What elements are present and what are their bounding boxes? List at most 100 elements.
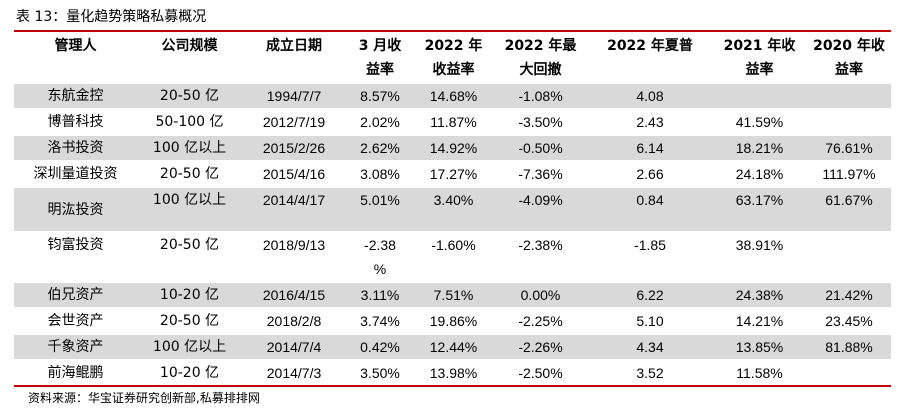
cell-sharpe-2022: 6.22 [588, 281, 712, 308]
header-march-return: 3 月收 益率 [358, 38, 402, 78]
cell-return-2021 [712, 82, 807, 109]
cell-return-2022: 19.86% [414, 307, 493, 334]
cell-drawdown-2022: 0.00% [493, 281, 588, 308]
cell-return-2022: 17.27% [414, 160, 493, 187]
cell-sharpe-2022: 2.66 [588, 160, 712, 187]
cell-founded: 2016/4/15 [242, 281, 346, 308]
cell-founded: 2018/2/8 [242, 307, 346, 334]
table-row: 前海鲲鹏 10-20 亿 2014/7/3 3.50% 13.98% -2.50% 3.52… [14, 359, 891, 385]
table-row: 深圳量道投资 20-50 亿 2015/4/16 3.08% 17.27% -7.36% 2… [14, 160, 891, 187]
cell-march-return: 3.11% [346, 281, 414, 308]
cell-founded: 2018/9/13 [242, 231, 346, 282]
cell-scale: 100 亿以上 [137, 333, 242, 360]
header-manager: 管理人 [54, 38, 97, 54]
cell-drawdown-2022: -2.25% [493, 307, 588, 334]
cell-scale: 100 亿以上 [137, 134, 242, 161]
cell-return-2020: 21.42% [807, 281, 891, 308]
cell-founded: 2014/7/4 [242, 333, 346, 360]
cell-drawdown-2022: -2.26% [493, 333, 588, 360]
header-2022-sharpe: 2022 年夏普 [607, 38, 693, 54]
cell-return-2021: 38.91% [712, 231, 807, 282]
cell-return-2021: 24.38% [712, 281, 807, 308]
cell-scale: 20-50 亿 [137, 82, 242, 109]
cell-scale: 20-50 亿 [137, 307, 242, 334]
cell-return-2022: 12.44% [414, 333, 493, 360]
cell-manager: 明汯投资 [14, 186, 137, 232]
cell-return-2022: 14.68% [414, 82, 493, 109]
cell-return-2021: 18.21% [712, 134, 807, 161]
cell-march-return: 2.02% [346, 108, 414, 135]
cell-march-return: 2.62% [346, 134, 414, 161]
cell-manager: 伯兄资产 [14, 281, 137, 308]
cell-return-2020: 81.88% [807, 333, 891, 360]
cell-scale: 50-100 亿 [137, 108, 242, 135]
cell-sharpe-2022: 5.10 [588, 307, 712, 334]
source-note: 资料来源：华宝证券研究创新部,私募排排网 [28, 391, 260, 405]
cell-return-2022: -1.60% [414, 231, 493, 282]
cell-return-2021: 41.59% [712, 108, 807, 135]
cell-manager: 洛书投资 [14, 134, 137, 161]
cell-founded: 2014/4/17 [242, 186, 346, 232]
cell-march-return: 3.50% [346, 359, 414, 385]
cell-return-2022: 13.98% [414, 359, 493, 385]
table-row: 明汯投资 100 亿以上 2014/4/17 5.01% 3.40% -4.09% 0.84… [14, 186, 891, 232]
cell-sharpe-2022: 0.84 [588, 186, 712, 232]
cell-return-2020 [807, 231, 891, 282]
cell-drawdown-2022: -2.50% [493, 359, 588, 385]
cell-return-2022: 3.40% [414, 186, 493, 232]
table-row: 伯兄资产 10-20 亿 2016/4/15 3.11% 7.51% 0.00% 6.22 2… [14, 281, 891, 308]
top-rule [14, 30, 891, 32]
cell-manager: 深圳量道投资 [14, 160, 137, 187]
cell-drawdown-2022: -0.50% [493, 134, 588, 161]
cell-sharpe-2022: -1.85 [588, 231, 712, 282]
cell-march-return: 5.01% [346, 186, 414, 232]
cell-sharpe-2022: 6.14 [588, 134, 712, 161]
cell-manager: 钧富投资 [14, 231, 137, 282]
cell-march-return: 8.57% [346, 82, 414, 109]
header-row: 管理人 公司规模 成立日期 3 月收 益率 2022 年收益率 2022 年最 大回… [14, 33, 891, 83]
cell-return-2020 [807, 359, 891, 385]
cell-manager: 博普科技 [14, 108, 137, 135]
cell-founded: 1994/7/7 [242, 82, 346, 109]
cell-founded: 2015/4/16 [242, 160, 346, 187]
cell-drawdown-2022: -4.09% [493, 186, 588, 232]
cell-scale: 10-20 亿 [137, 359, 242, 385]
cell-return-2021: 63.17% [712, 186, 807, 232]
table-row: 会世资产 20-50 亿 2018/2/8 3.74% 19.86% -2.25% 5.10… [14, 307, 891, 334]
cell-return-2020: 61.67% [807, 186, 891, 232]
cell-return-2020: 111.97% [807, 160, 891, 187]
cell-return-2021: 11.58% [712, 359, 807, 385]
cell-manager: 前海鲲鹏 [14, 359, 137, 385]
strategy-table: 管理人 公司规模 成立日期 3 月收 益率 2022 年收益率 2022 年最 大回… [14, 33, 891, 385]
cell-manager: 东航金控 [14, 82, 137, 109]
cell-founded: 2015/2/26 [242, 134, 346, 161]
cell-return-2022: 14.92% [414, 134, 493, 161]
cell-scale: 20-50 亿 [137, 231, 242, 282]
header-founded: 成立日期 [266, 38, 322, 54]
cell-drawdown-2022: -2.38% [493, 231, 588, 282]
table-row: 钧富投资 20-50 亿 2018/9/13 -2.38 % -1.60% -2.38% -… [14, 231, 891, 282]
cell-return-2021: 24.18% [712, 160, 807, 187]
cell-march-return: 0.42% [346, 333, 414, 360]
cell-return-2020 [807, 108, 891, 135]
cell-sharpe-2022: 4.34 [588, 333, 712, 360]
cell-return-2020: 76.61% [807, 134, 891, 161]
cell-return-2022: 7.51% [414, 281, 493, 308]
cell-founded: 2014/7/3 [242, 359, 346, 385]
table-row: 千象资产 100 亿以上 2014/7/4 0.42% 12.44% -2.26% 4.34… [14, 333, 891, 360]
cell-scale: 20-50 亿 [137, 160, 242, 187]
cell-manager: 千象资产 [14, 333, 137, 360]
cell-return-2020: 23.45% [807, 307, 891, 334]
cell-sharpe-2022: 3.52 [588, 359, 712, 385]
cell-scale: 100 亿以上 [137, 186, 242, 232]
header-2022-return: 2022 年收益率 [424, 38, 483, 78]
cell-march-return: 3.74% [346, 307, 414, 334]
header-scale: 公司规模 [161, 38, 218, 54]
cell-return-2022: 11.87% [414, 108, 493, 135]
table-caption: 表 13：量化趋势策略私募概况 [16, 9, 207, 25]
cell-return-2021: 13.85% [712, 333, 807, 360]
cell-founded: 2012/7/19 [242, 108, 346, 135]
cell-drawdown-2022: -3.50% [493, 108, 588, 135]
table-row: 洛书投资 100 亿以上 2015/2/26 2.62% 14.92% -0.50% 6.1… [14, 134, 891, 161]
cell-sharpe-2022: 2.43 [588, 108, 712, 135]
